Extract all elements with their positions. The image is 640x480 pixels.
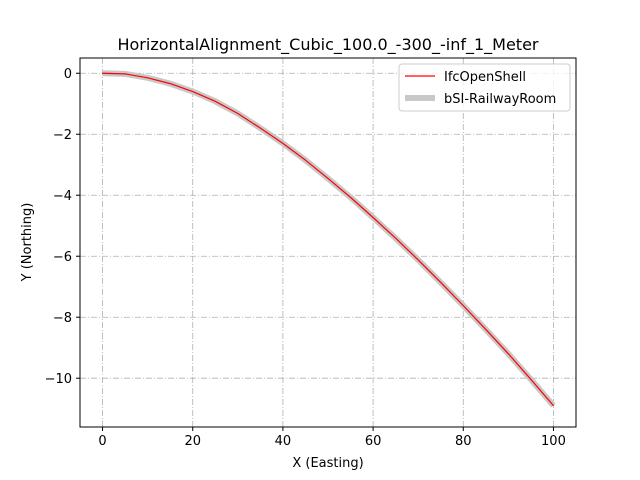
x-axis-label: X (Easting) xyxy=(292,456,363,471)
plot-frame xyxy=(79,57,577,428)
legend-label-bsi-railwayroom: bSI-RailwayRoom xyxy=(444,92,556,107)
x-tick-label: 40 xyxy=(275,434,292,449)
x-tick-label: 100 xyxy=(541,434,566,449)
ticks: 0 20 40 60 80 100 0 −2 −4 −6 −8 −10 xyxy=(45,67,566,449)
y-tick-label: −4 xyxy=(53,189,72,204)
x-tick-label: 60 xyxy=(365,434,382,449)
y-axis-label: Y (Northing) xyxy=(20,203,35,283)
legend: IfcOpenShell bSI-RailwayRoom xyxy=(398,63,571,112)
chart-title: HorizontalAlignment_Cubic_100.0_-300_-in… xyxy=(117,35,538,55)
legend-label-ifcopenshell: IfcOpenShell xyxy=(444,70,526,85)
x-tick-label: 0 xyxy=(98,434,106,449)
y-tick-label: −6 xyxy=(53,250,72,265)
y-tick-label: −8 xyxy=(53,311,72,326)
series-line-ifcopenshell xyxy=(101,72,555,407)
grid xyxy=(80,58,576,427)
legend-box xyxy=(398,63,571,112)
y-tick-label: −10 xyxy=(45,372,72,387)
y-tick-label: −2 xyxy=(53,128,72,143)
x-tick-label: 20 xyxy=(184,434,201,449)
x-tick-label: 80 xyxy=(455,434,472,449)
y-tick-label: 0 xyxy=(64,67,72,82)
series-layer xyxy=(101,70,556,408)
